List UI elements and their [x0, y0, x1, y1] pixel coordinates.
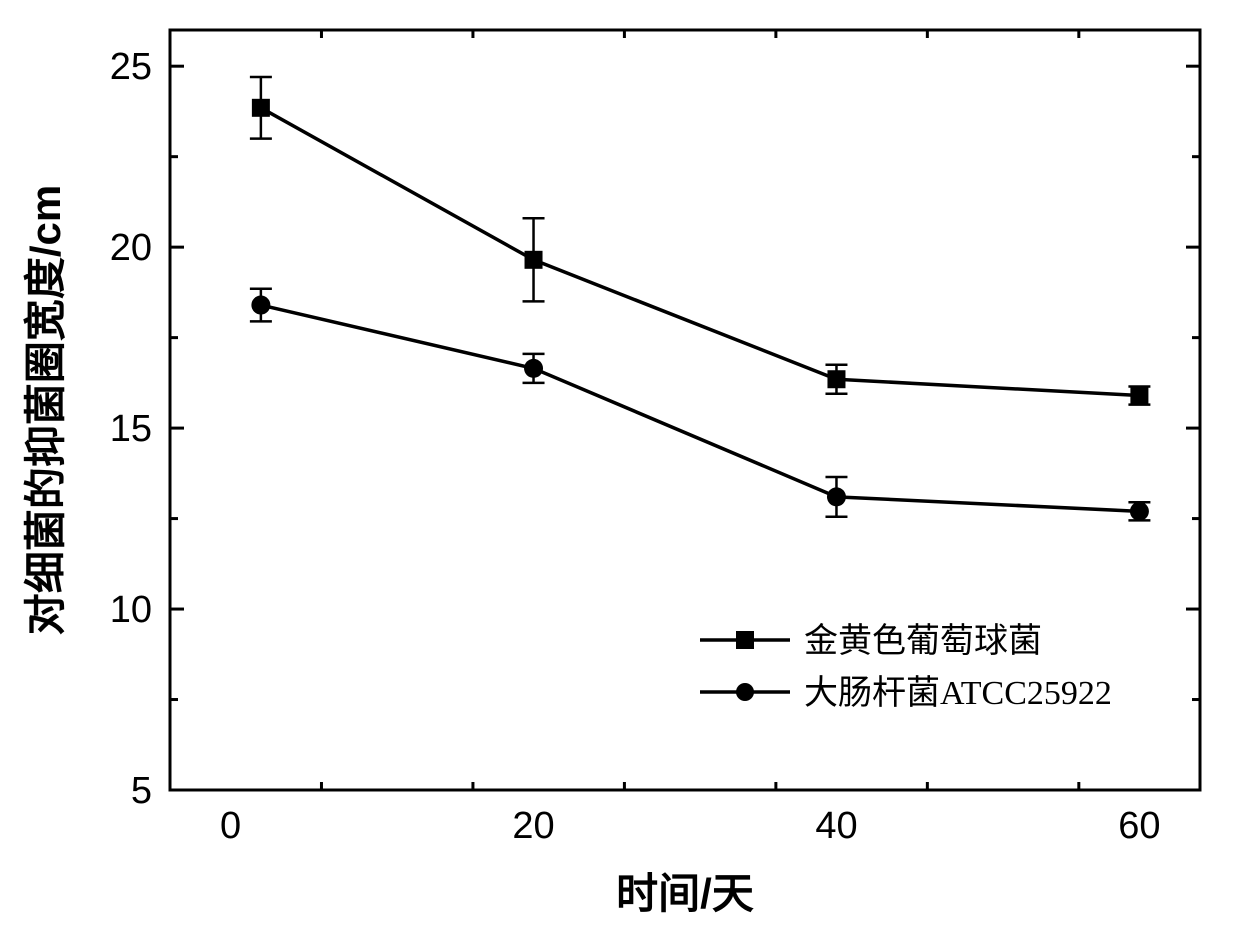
circle-marker-icon	[827, 487, 846, 506]
x-axis-label: 时间/天	[616, 870, 754, 917]
square-marker-icon	[1130, 387, 1148, 405]
y-tick-label: 5	[131, 770, 152, 812]
chart-svg: 0 20 40 60 5 10 15 20 25 时间/天 对细菌的抑菌圈宽度/cm 金黄色葡萄球菌大…	[0, 0, 1240, 943]
square-marker-icon	[525, 251, 543, 269]
y-axis-label: 对细菌的抑菌圈宽度/cm	[22, 185, 69, 635]
y-tick-label: 15	[110, 408, 152, 450]
circle-marker-icon	[1130, 502, 1149, 521]
circle-marker-icon	[736, 683, 754, 701]
legend-label: 金黄色葡萄球菌	[804, 622, 1042, 660]
x-tick-label: 40	[815, 805, 857, 847]
y-tick-label: 10	[110, 589, 152, 631]
square-marker-icon	[252, 99, 270, 117]
circle-marker-icon	[251, 296, 270, 315]
circle-marker-icon	[524, 359, 543, 378]
y-tick-label: 25	[110, 46, 152, 88]
line-chart: 0 20 40 60 5 10 15 20 25 时间/天 对细菌的抑菌圈宽度/cm 金黄色葡萄球菌大…	[0, 0, 1240, 943]
square-marker-icon	[736, 631, 754, 649]
x-tick-label: 20	[512, 805, 554, 847]
x-tick-label: 0	[220, 805, 241, 847]
square-marker-icon	[827, 370, 845, 388]
legend-label: 大肠杆菌ATCC25922	[804, 674, 1112, 712]
x-tick-label: 60	[1118, 805, 1160, 847]
y-tick-label: 20	[110, 227, 152, 269]
